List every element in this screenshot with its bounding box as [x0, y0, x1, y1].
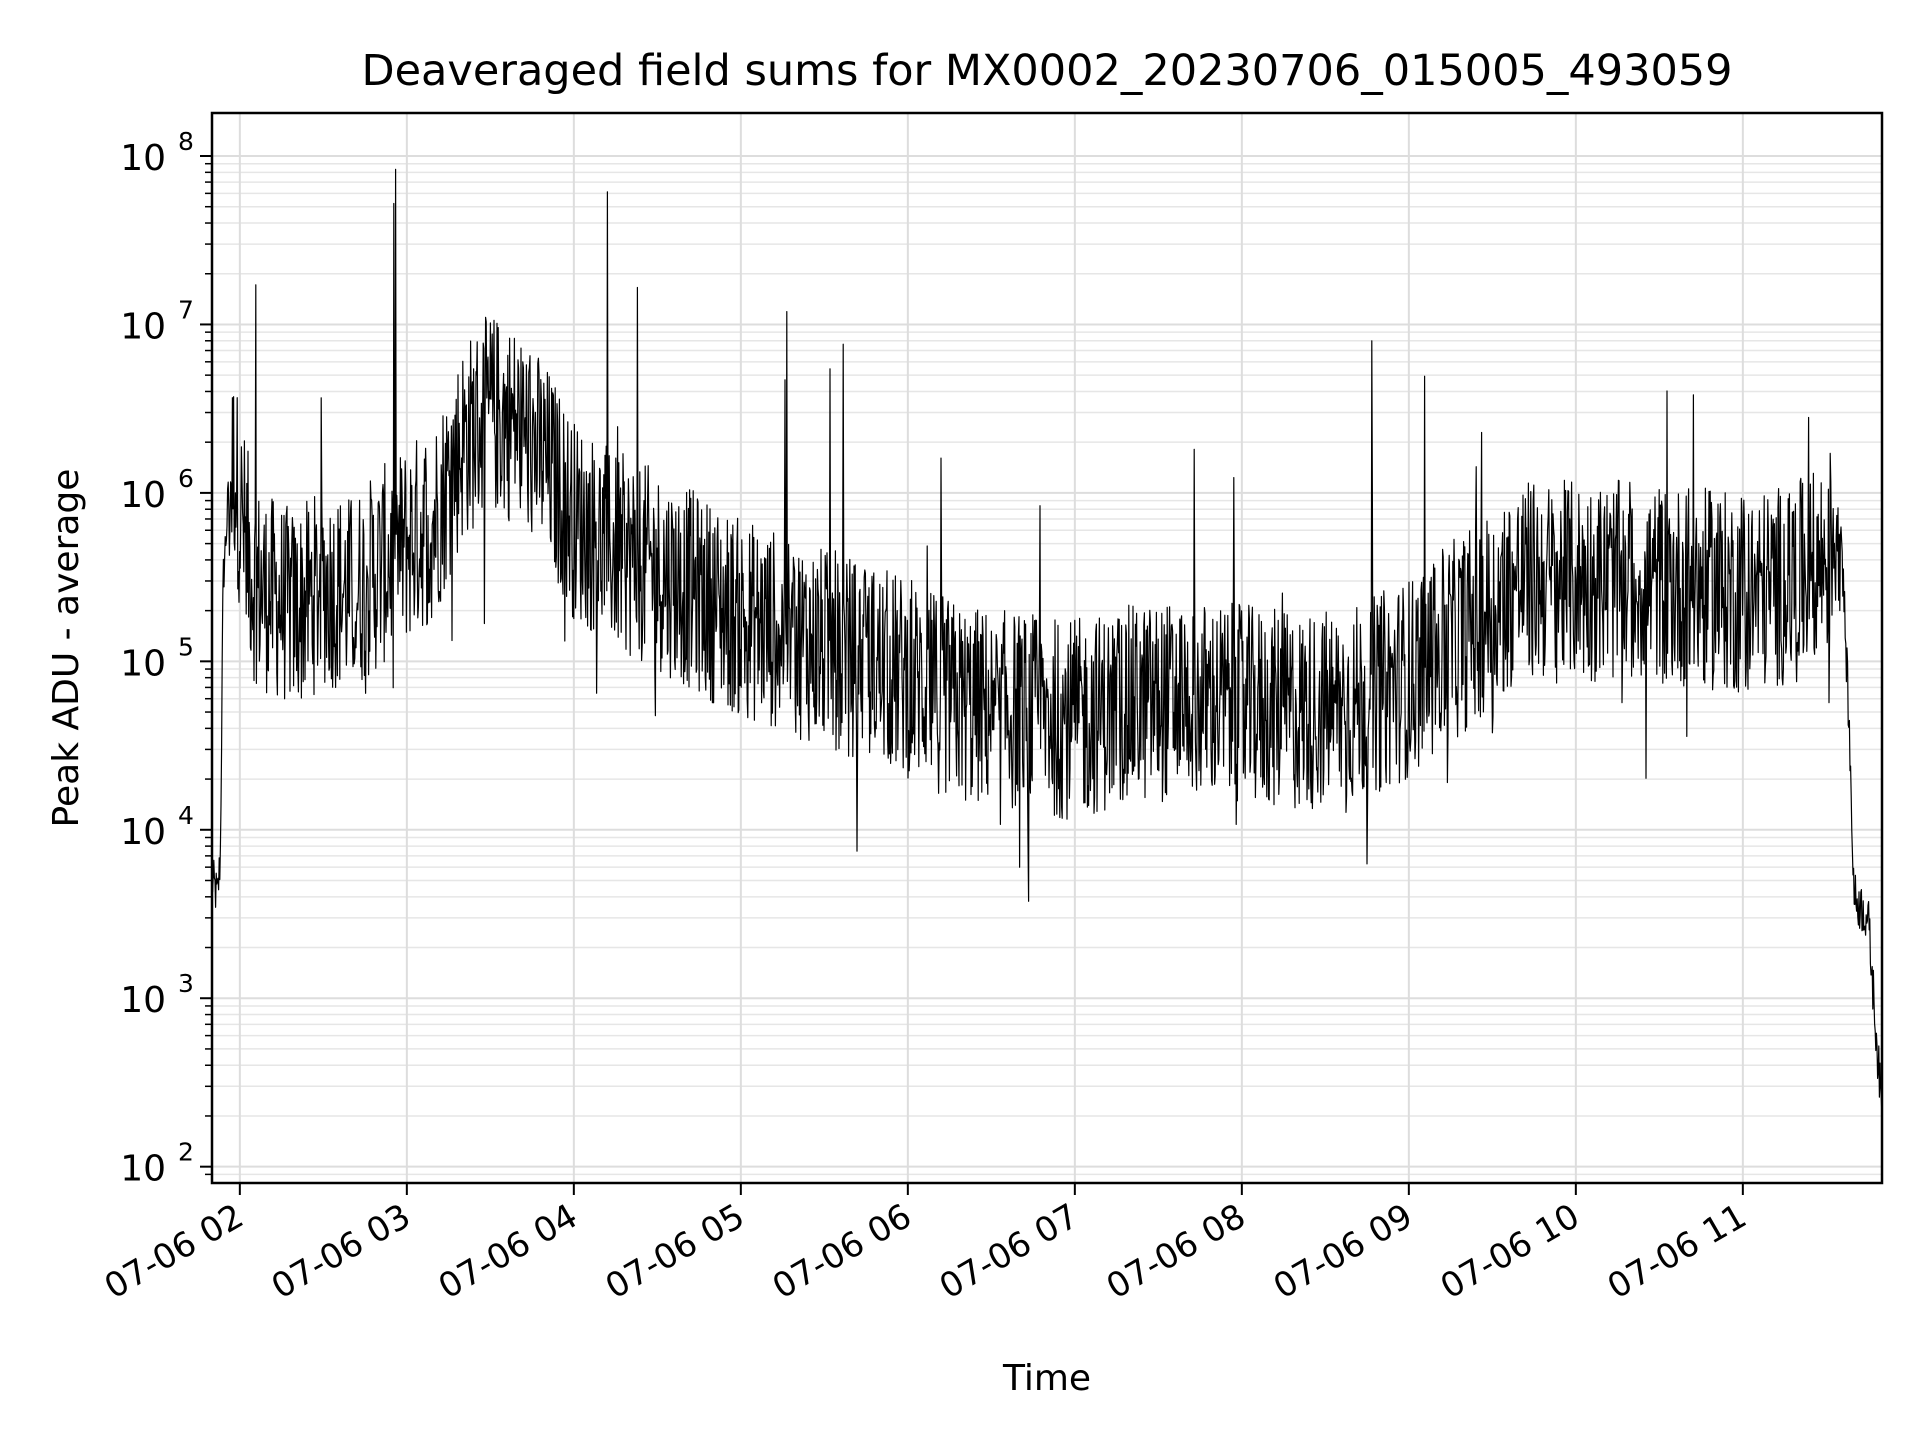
y-tick-exponent: 8 — [178, 127, 194, 156]
y-tick-label: 10 — [120, 1149, 166, 1190]
y-tick-exponent: 6 — [178, 464, 194, 493]
y-tick-exponent: 4 — [178, 801, 194, 830]
y-tick-label: 10 — [120, 306, 166, 347]
y-tick-label: 10 — [120, 980, 166, 1021]
y-axis-label: Peak ADU - average — [46, 469, 87, 828]
y-tick-label: 10 — [120, 643, 166, 684]
x-axis-label: Time — [1002, 1358, 1091, 1399]
y-tick-exponent: 5 — [178, 632, 194, 661]
y-tick-label: 10 — [120, 812, 166, 853]
chart-title: Deaveraged field sums for MX0002_2023070… — [361, 46, 1732, 96]
y-tick-label: 10 — [120, 138, 166, 179]
series-line — [211, 168, 1883, 1112]
data-layer — [211, 168, 1883, 1112]
grid — [212, 113, 1882, 1183]
y-tick-exponent: 7 — [178, 295, 194, 324]
y-axis: 10 2 10 3 10 4 10 5 10 6 10 7 10 8 — [120, 127, 212, 1190]
plot-frame — [210, 111, 1884, 1185]
y-tick-exponent: 3 — [178, 969, 194, 998]
y-tick-exponent: 2 — [178, 1138, 194, 1167]
y-tick-label: 10 — [120, 475, 166, 516]
